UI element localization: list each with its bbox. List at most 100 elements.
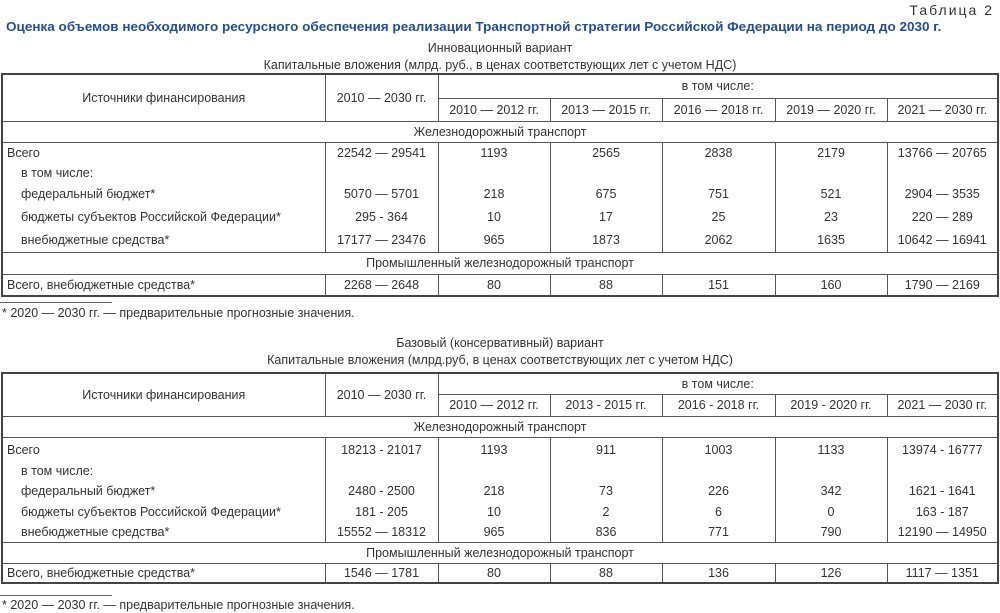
- row-value: 218: [437, 183, 551, 205]
- row-value: 911: [549, 436, 663, 462]
- header-period: 2021 — 2030 гг.: [886, 393, 999, 417]
- row-value: 2565: [549, 141, 663, 163]
- table-row: внебюджетные средства* 15552 — 18312 965 83…: [1, 522, 999, 542]
- row-value: 17177 — 23476: [324, 228, 439, 252]
- row-value: 521: [774, 183, 888, 205]
- row-value: 790: [774, 522, 888, 542]
- footnote-divider: [0, 302, 112, 303]
- table-row: в том числе:: [1, 163, 999, 183]
- row-value: [549, 462, 663, 480]
- header-including: в том числе:: [437, 73, 999, 99]
- row-value: [661, 163, 776, 183]
- row-value: 25: [661, 205, 776, 228]
- financing-table: Источники финансирования 2010 — 2030 гг. в…: [1, 73, 1000, 297]
- row-value: 13974 - 16777: [886, 436, 999, 462]
- row-label: внебюджетные средства*: [1, 522, 326, 542]
- row-value: 6: [661, 502, 776, 522]
- row-value: 220 — 289: [886, 205, 999, 228]
- table-row: Всего 22542 — 29541 1193 2565 2838 2179 13766 …: [1, 141, 999, 163]
- row-value: [324, 462, 439, 480]
- row-value: 163 - 187: [886, 502, 999, 522]
- row-label: Всего: [1, 436, 326, 462]
- header-period: 2013 - 2015 гг.: [549, 393, 663, 417]
- row-value: 18213 - 21017: [324, 436, 439, 462]
- row-value: 1873: [549, 228, 663, 252]
- row-value: 2062: [661, 228, 776, 252]
- section-industrial-railway: Промышленный железнодорожный транспорт: [1, 251, 999, 275]
- section-row: Промышленный железнодорожный транспорт: [1, 251, 999, 275]
- row-label: Всего, внебюджетные средства*: [1, 562, 326, 584]
- table-number: Таблица 2: [909, 2, 994, 18]
- row-value: [886, 462, 999, 480]
- row-value: 1193: [437, 436, 551, 462]
- row-value: [661, 462, 776, 480]
- row-value: 2480 - 2500: [324, 480, 439, 502]
- footnote-divider: [0, 595, 112, 596]
- row-value: 160: [774, 273, 888, 297]
- row-value: 226: [661, 480, 776, 502]
- section-row: Промышленный железнодорожный транспорт: [1, 541, 999, 564]
- row-value: 80: [437, 273, 551, 297]
- row-value: 2: [549, 502, 663, 522]
- row-value: 2179: [774, 141, 888, 163]
- row-label: в том числе:: [1, 163, 326, 183]
- header-source: Источники финансирования: [1, 73, 326, 122]
- variant-caption: Базовый (консервативный) вариант: [396, 336, 604, 350]
- row-value: 2268 — 2648: [324, 273, 439, 297]
- row-value: [437, 163, 551, 183]
- table-row: Всего, внебюджетные средства* 1546 — 1781…: [1, 562, 999, 584]
- row-value: 10: [437, 502, 551, 522]
- header-period: 2010 — 2012 гг.: [437, 393, 551, 417]
- variant-caption: Инновационный вариант: [427, 41, 573, 55]
- row-label: федеральный бюджет*: [1, 183, 326, 205]
- row-value: 2904 — 3535: [886, 183, 999, 205]
- row-label: бюджеты субъектов Российской Федерации*: [1, 502, 326, 522]
- footnote: * 2020 — 2030 гг. — предварительные прог…: [2, 598, 355, 612]
- row-value: [774, 462, 888, 480]
- row-value: [886, 163, 999, 183]
- table-row: федеральный бюджет* 2480 - 2500 218 73 226 34…: [1, 480, 999, 502]
- row-value: 2838: [661, 141, 776, 163]
- row-value: 0: [774, 502, 888, 522]
- row-label: Всего: [1, 141, 326, 163]
- header-period: 2021 — 2030 гг.: [886, 97, 999, 122]
- row-value: 88: [549, 273, 663, 297]
- row-value: 126: [774, 562, 888, 584]
- header-including: в том числе:: [437, 372, 999, 395]
- row-value: 295 - 364: [324, 205, 439, 228]
- row-value: [774, 163, 888, 183]
- row-value: 88: [549, 562, 663, 584]
- row-value: 5070 — 5701: [324, 183, 439, 205]
- header-total-period: 2010 — 2030 гг.: [324, 73, 439, 122]
- row-label: внебюджетные средства*: [1, 228, 326, 252]
- row-value: 675: [549, 183, 663, 205]
- row-value: 151: [661, 273, 776, 297]
- header-row: Источники финансирования 2010 — 2030 гг. в…: [1, 73, 999, 122]
- section-railway: Железнодорожный транспорт: [1, 415, 999, 438]
- header-period: 2019 - 2020 гг.: [774, 393, 888, 417]
- header-period: 2019 — 2020 гг.: [774, 97, 888, 122]
- row-value: 15552 — 18312: [324, 522, 439, 542]
- row-value: 1546 — 1781: [324, 562, 439, 584]
- header-period: 2016 — 2018 гг.: [661, 97, 776, 122]
- header-row: Источники финансирования 2010 — 2030 гг. в…: [1, 372, 999, 417]
- row-value: 218: [437, 480, 551, 502]
- row-value: 10: [437, 205, 551, 228]
- financing-table: Источники финансирования 2010 — 2030 гг. в…: [1, 372, 1000, 584]
- row-value: 342: [774, 480, 888, 502]
- header-total-period: 2010 — 2030 гг.: [324, 372, 439, 417]
- row-label: в том числе:: [1, 462, 326, 480]
- header-source: Источники финансирования: [1, 372, 326, 417]
- table-row: Всего 18213 - 21017 1193 911 1003 1133 13974 -…: [1, 436, 999, 462]
- table-row: внебюджетные средства* 17177 — 23476 965 18…: [1, 228, 999, 252]
- table-row: Всего, внебюджетные средства* 2268 — 2648…: [1, 273, 999, 297]
- row-value: 22542 — 29541: [324, 141, 439, 163]
- row-value: 80: [437, 562, 551, 584]
- row-label: бюджеты субъектов Российской Федерации*: [1, 205, 326, 228]
- row-value: 23: [774, 205, 888, 228]
- row-value: 1193: [437, 141, 551, 163]
- row-value: 751: [661, 183, 776, 205]
- row-value: 136: [661, 562, 776, 584]
- row-value: 965: [437, 228, 551, 252]
- row-value: 10642 — 16941: [886, 228, 999, 252]
